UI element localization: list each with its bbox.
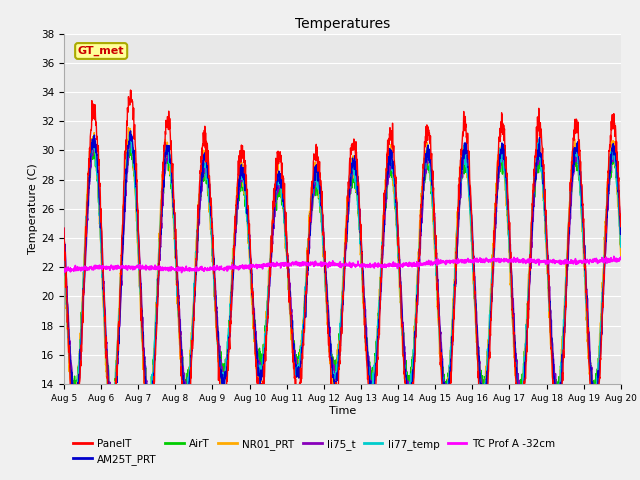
li75_t — [617, 234, 625, 240]
NR01_PRT — [60, 256, 68, 262]
TC Prof A -32cm — [216, 265, 223, 271]
AirT — [568, 176, 576, 182]
li77_temp — [584, 328, 591, 334]
AM25T_PRT — [371, 371, 379, 377]
AM25T_PRT — [568, 175, 576, 180]
PanelT — [359, 279, 367, 285]
PanelT — [568, 156, 576, 162]
AM25T_PRT — [60, 233, 68, 239]
AirT — [127, 140, 134, 146]
AirT — [60, 234, 68, 240]
TC Prof A -32cm — [359, 264, 367, 269]
AM25T_PRT — [108, 417, 116, 422]
Line: li75_t: li75_t — [64, 139, 621, 413]
li77_temp — [617, 244, 625, 250]
li77_temp — [216, 359, 223, 365]
Legend: PanelT, AM25T_PRT, AirT, NR01_PRT, li75_t, li77_temp, TC Prof A -32cm: PanelT, AM25T_PRT, AirT, NR01_PRT, li75_… — [69, 435, 559, 469]
PanelT — [584, 330, 591, 336]
PanelT — [60, 225, 68, 231]
Line: TC Prof A -32cm: TC Prof A -32cm — [64, 256, 621, 273]
AirT — [359, 274, 367, 280]
li77_temp — [359, 289, 367, 295]
AirT — [505, 233, 513, 239]
NR01_PRT — [617, 256, 625, 262]
li75_t — [92, 136, 99, 142]
AirT — [371, 357, 379, 362]
NR01_PRT — [359, 300, 367, 306]
li75_t — [109, 410, 116, 416]
AirT — [617, 248, 625, 254]
Title: Temperatures: Temperatures — [295, 17, 390, 31]
NR01_PRT — [505, 233, 513, 239]
TC Prof A -32cm — [610, 253, 618, 259]
AM25T_PRT — [617, 228, 625, 234]
Text: GT_met: GT_met — [78, 46, 124, 56]
Y-axis label: Temperature (C): Temperature (C) — [28, 163, 38, 254]
AM25T_PRT — [359, 276, 367, 281]
NR01_PRT — [125, 125, 132, 131]
AM25T_PRT — [505, 226, 513, 231]
li77_temp — [505, 234, 513, 240]
PanelT — [505, 214, 513, 219]
TC Prof A -32cm — [371, 264, 379, 269]
AirT — [584, 316, 591, 322]
NR01_PRT — [108, 419, 116, 425]
PanelT — [216, 383, 223, 389]
Line: PanelT: PanelT — [64, 90, 621, 444]
li75_t — [371, 373, 379, 379]
li77_temp — [371, 365, 379, 371]
TC Prof A -32cm — [60, 268, 68, 274]
TC Prof A -32cm — [617, 254, 625, 260]
AM25T_PRT — [216, 354, 223, 360]
li75_t — [216, 343, 223, 349]
li77_temp — [125, 132, 133, 137]
NR01_PRT — [371, 359, 379, 364]
NR01_PRT — [216, 375, 223, 381]
NR01_PRT — [584, 336, 591, 342]
li75_t — [60, 226, 68, 231]
li75_t — [359, 269, 367, 275]
AirT — [216, 347, 223, 353]
PanelT — [127, 87, 134, 93]
X-axis label: Time: Time — [329, 406, 356, 416]
AM25T_PRT — [584, 310, 591, 316]
Line: NR01_PRT: NR01_PRT — [64, 128, 621, 422]
li77_temp — [144, 413, 152, 419]
PanelT — [371, 399, 379, 405]
AM25T_PRT — [127, 128, 134, 134]
Line: AM25T_PRT: AM25T_PRT — [64, 131, 621, 420]
li75_t — [568, 184, 576, 190]
TC Prof A -32cm — [568, 258, 575, 264]
PanelT — [72, 441, 80, 446]
Line: AirT: AirT — [64, 143, 621, 408]
TC Prof A -32cm — [584, 256, 591, 262]
li75_t — [584, 296, 591, 301]
li77_temp — [568, 167, 576, 173]
NR01_PRT — [568, 161, 576, 167]
PanelT — [617, 222, 625, 228]
TC Prof A -32cm — [178, 270, 186, 276]
li75_t — [505, 213, 513, 218]
TC Prof A -32cm — [504, 260, 512, 265]
AirT — [109, 405, 116, 410]
li77_temp — [60, 247, 68, 252]
Line: li77_temp: li77_temp — [64, 134, 621, 416]
